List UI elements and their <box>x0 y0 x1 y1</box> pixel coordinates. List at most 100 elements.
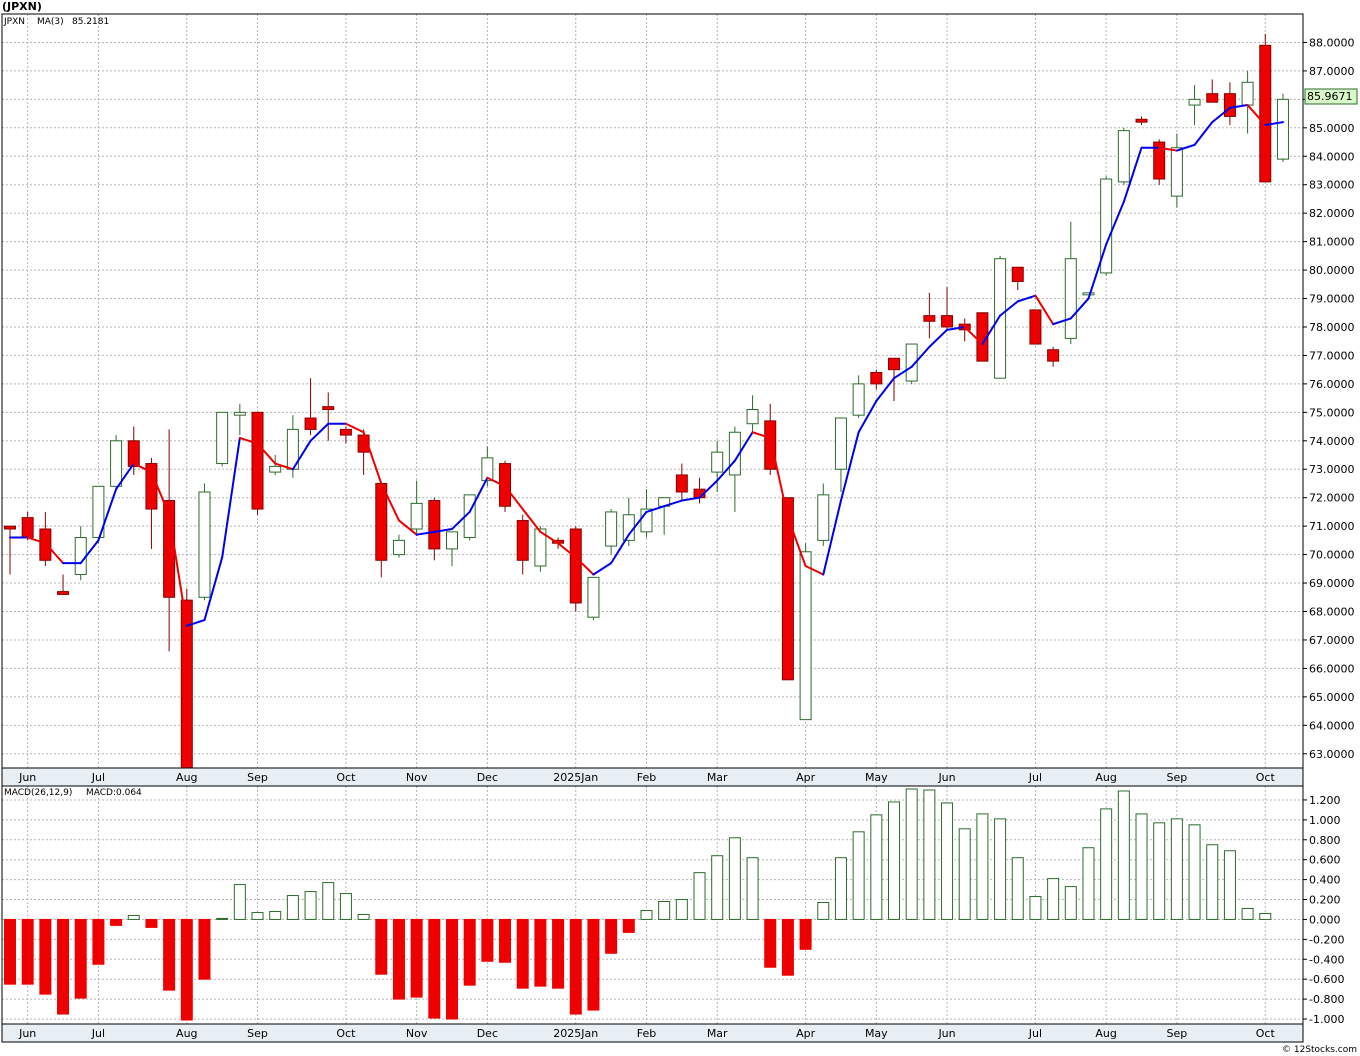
macd-bar <box>304 891 317 920</box>
chart-title: (JPXN) <box>2 0 42 13</box>
macd-bar <box>163 918 176 991</box>
candle-body <box>74 537 87 576</box>
macd-bar <box>286 895 299 920</box>
ma-segment <box>203 556 224 622</box>
x-axis-band-lower <box>2 1024 1303 1042</box>
macd-bar <box>994 818 1007 920</box>
ma-segment <box>592 562 613 576</box>
candle-body <box>994 258 1007 379</box>
macd-bar <box>410 918 423 998</box>
candle-body <box>251 411 264 510</box>
price-tick-label: 70.0000 <box>1309 549 1355 562</box>
macd-bar <box>711 855 724 920</box>
ma-segment <box>504 485 524 511</box>
macd-bar <box>516 918 529 989</box>
month-label: Nov <box>406 771 428 784</box>
month-label-lower: Apr <box>796 1027 816 1040</box>
price-tick-label: 85.0000 <box>1309 122 1355 135</box>
ma-segment <box>539 530 560 545</box>
price-tick-label: 72.0000 <box>1309 492 1355 505</box>
macd-bar <box>1153 822 1166 920</box>
month-label-lower: Mar <box>707 1027 728 1040</box>
macd-bar <box>375 918 388 975</box>
ma-segment <box>1228 104 1249 109</box>
macd-bar <box>728 837 741 920</box>
macd-bar <box>145 918 158 928</box>
candle-body <box>1135 118 1148 123</box>
macd-bar <box>446 918 458 1020</box>
price-tick-label: 81.0000 <box>1309 236 1355 249</box>
ma-segment <box>645 505 666 513</box>
macd-tick-label: 0.800 <box>1309 834 1341 847</box>
macd-bar <box>640 909 653 920</box>
ma-segment <box>150 471 171 516</box>
macd-bar <box>269 910 282 920</box>
ma-segment <box>97 488 118 542</box>
ma-segment <box>433 527 453 533</box>
month-label: Sep <box>1167 771 1188 784</box>
candle-body <box>1117 130 1130 183</box>
ma-segment <box>468 476 489 513</box>
macd-bar <box>233 884 246 920</box>
candle-body <box>534 528 547 567</box>
macd-bar <box>1117 790 1130 920</box>
month-label-lower: Aug <box>1095 1027 1116 1040</box>
ma-segment <box>963 325 984 346</box>
ma-segment <box>804 564 825 576</box>
macd-legend-value: MACD:0.064 <box>86 788 142 798</box>
ma-segment <box>663 499 683 508</box>
month-label: Feb <box>637 771 656 784</box>
price-candles <box>4 33 1289 769</box>
candle-body <box>905 343 918 382</box>
ma-segment <box>1052 317 1072 326</box>
price-tick-label: 84.0000 <box>1309 150 1355 163</box>
macd-bar <box>74 918 87 999</box>
candle-body <box>446 531 458 550</box>
candle-body <box>799 551 812 721</box>
candle-body <box>1011 266 1024 282</box>
candle-body <box>941 315 954 328</box>
macd-bar <box>675 899 688 920</box>
ma-segment <box>1087 243 1108 300</box>
ma-segment <box>26 536 47 545</box>
candle-body <box>269 465 282 473</box>
ma-segment <box>344 422 365 434</box>
candle-body <box>339 428 352 436</box>
candle-body <box>110 440 123 487</box>
ma-segment <box>309 422 330 442</box>
ma-segment <box>1034 294 1055 326</box>
price-tick-label: 67.0000 <box>1309 634 1355 647</box>
macd-tick-label: -0.200 <box>1309 933 1344 946</box>
ma-segment <box>893 365 913 380</box>
ma-segment <box>451 510 471 530</box>
price-tick-label: 69.0000 <box>1309 577 1355 590</box>
month-label: Apr <box>796 771 816 784</box>
macd-bar <box>958 828 971 920</box>
candle-body <box>870 372 883 385</box>
price-tick-label: 74.0000 <box>1309 435 1355 448</box>
ma-segment <box>185 619 206 627</box>
month-label: Oct <box>1256 771 1276 784</box>
macd-bar <box>1011 857 1024 920</box>
candle-body <box>711 451 724 473</box>
price-tick-label: 63.0000 <box>1309 748 1355 761</box>
candle-body <box>781 497 794 681</box>
ma-segment <box>733 431 754 462</box>
macd-bar <box>110 918 123 926</box>
ma-segment <box>1246 104 1267 126</box>
candle-body <box>1223 93 1236 117</box>
ma-segment <box>680 496 701 502</box>
macd-bar <box>1135 813 1148 920</box>
candle-body <box>1241 81 1254 106</box>
month-label: 2025Jan <box>553 771 598 784</box>
macd-bar <box>693 872 706 920</box>
macd-bar <box>1082 847 1095 920</box>
ma-segment <box>910 345 931 368</box>
macd-bar <box>1029 896 1042 920</box>
macd-bar <box>481 918 494 962</box>
ma-segment <box>291 439 312 471</box>
macd-bar <box>817 902 830 920</box>
month-label: Dec <box>477 771 498 784</box>
month-label-lower: Oct <box>1256 1027 1276 1040</box>
